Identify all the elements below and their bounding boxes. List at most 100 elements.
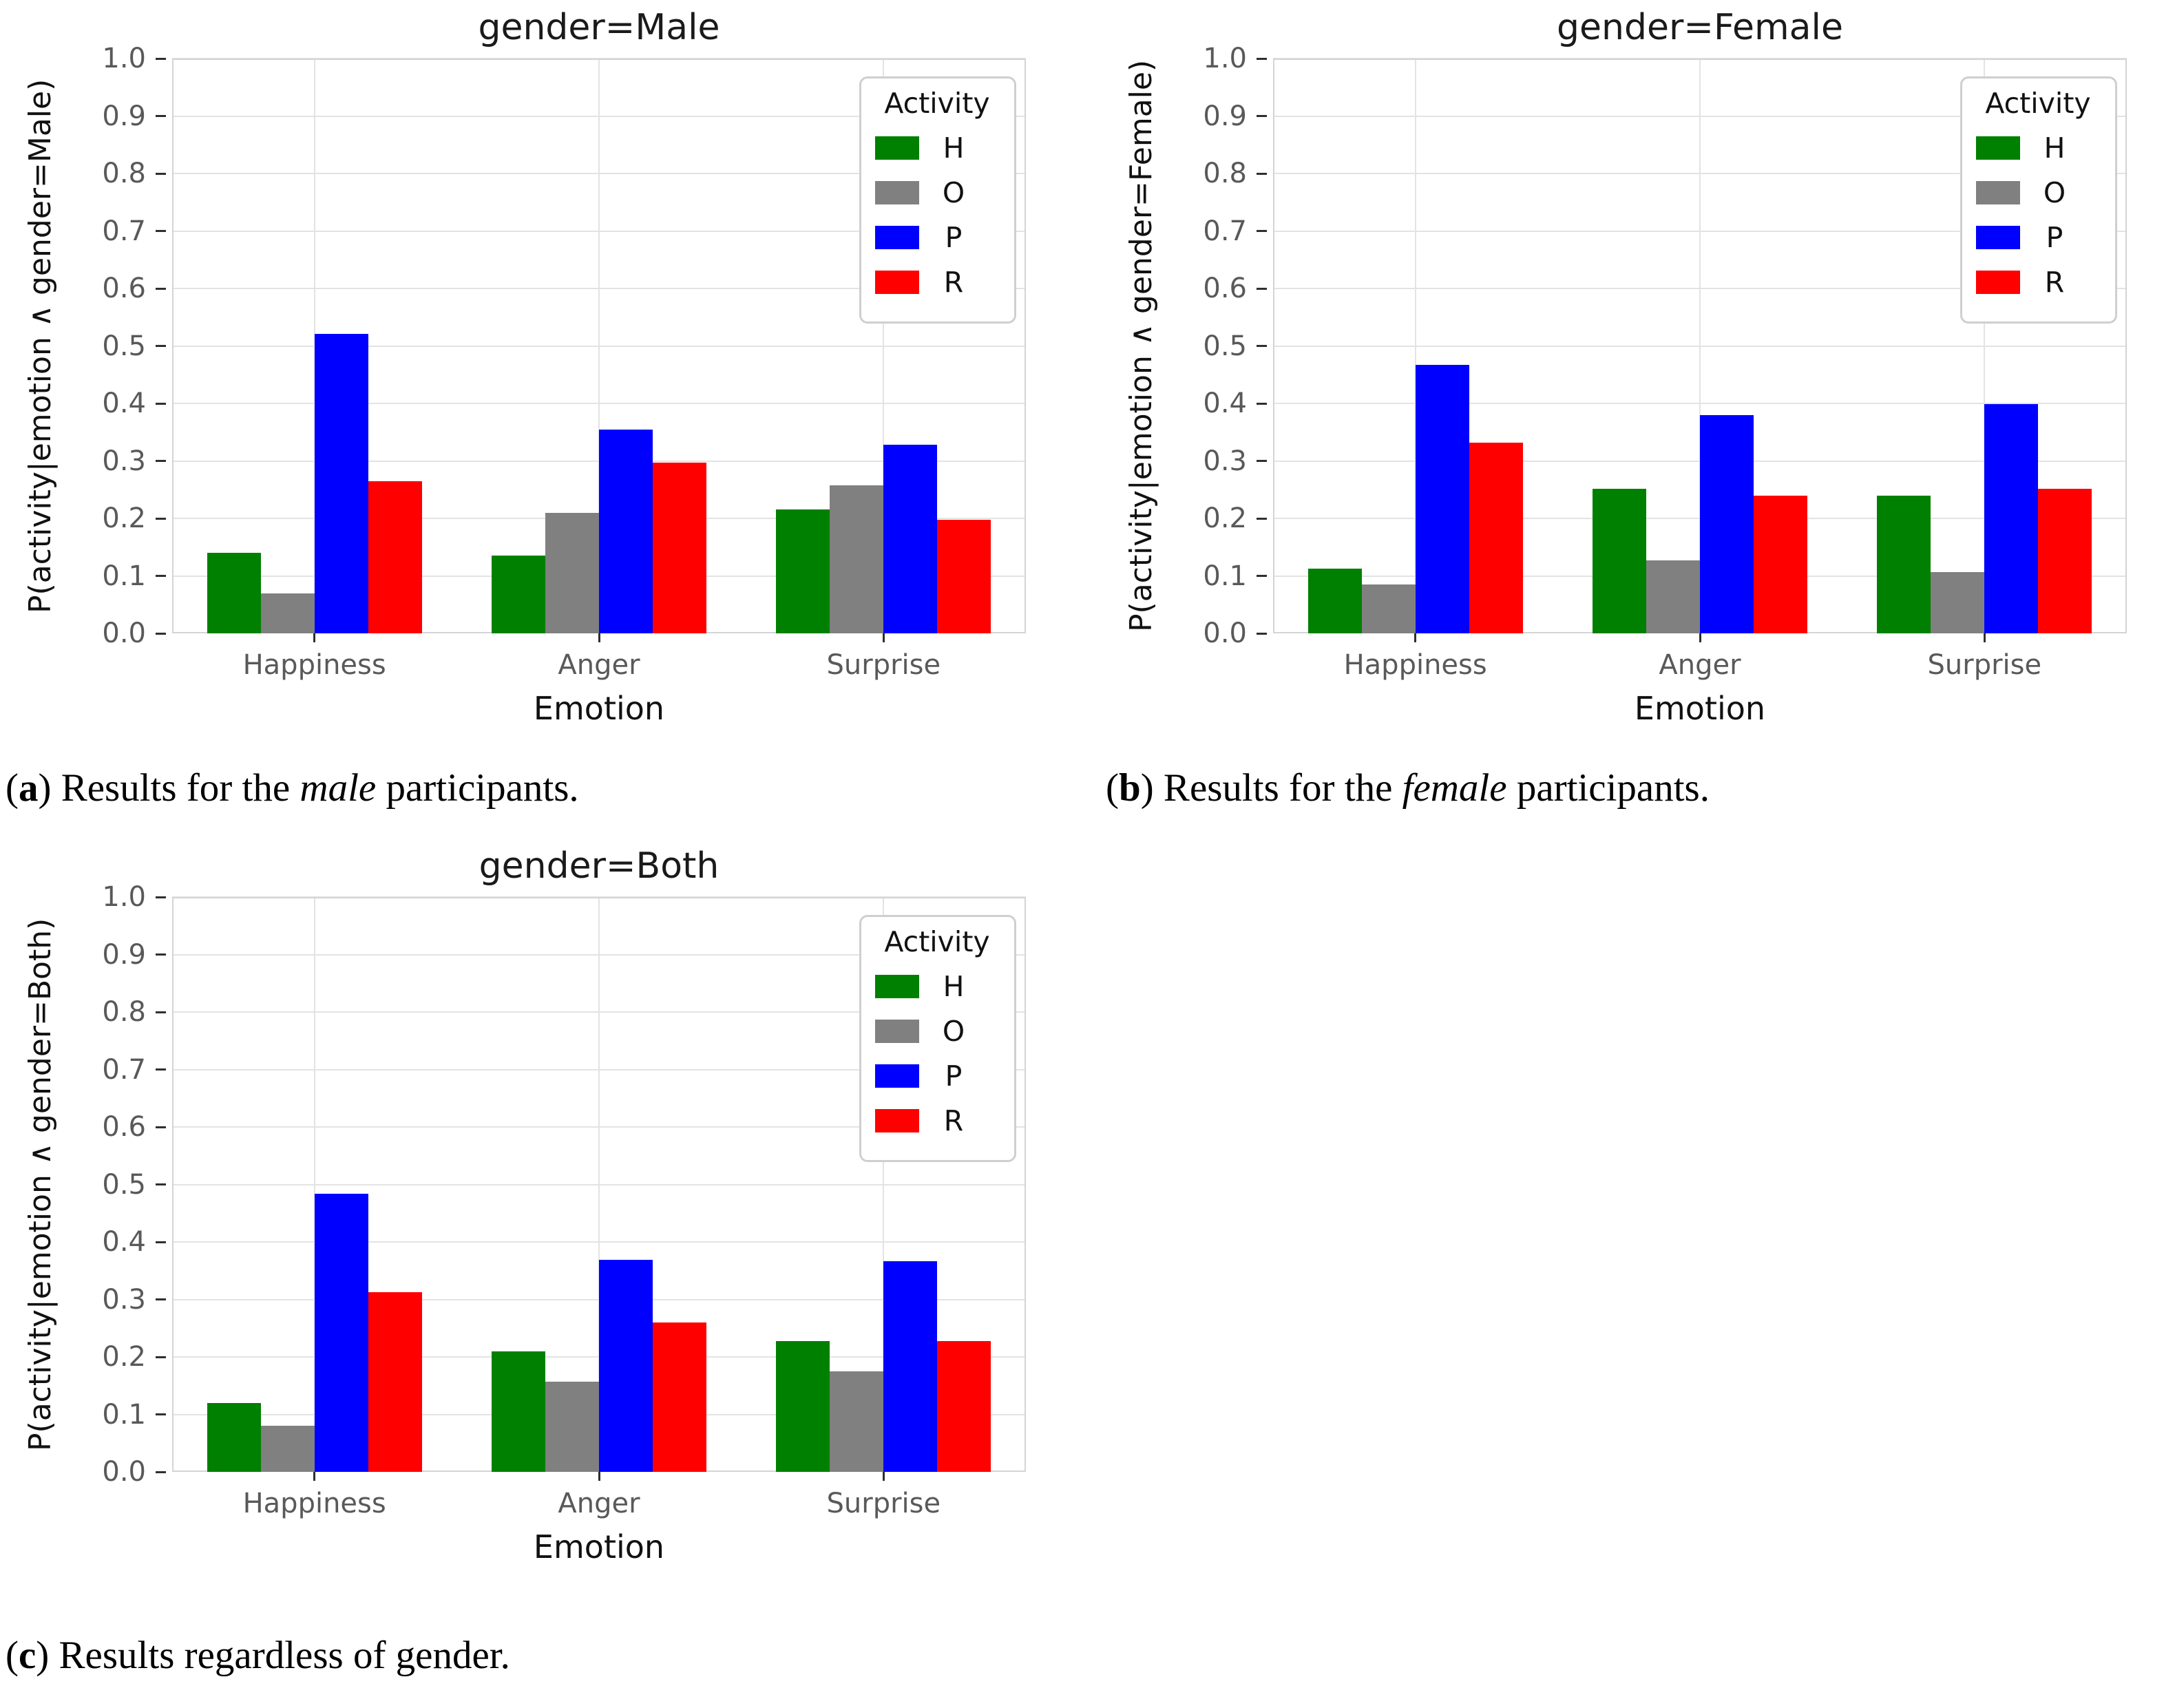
bar-P-Anger bbox=[599, 1259, 653, 1472]
caption-b: (b) Results for the female participants. bbox=[1106, 766, 1710, 810]
legend-title: Activity bbox=[1985, 87, 2091, 120]
x-tick-label: Surprise bbox=[826, 649, 941, 681]
y-tick bbox=[156, 57, 166, 60]
y-tick bbox=[156, 287, 166, 290]
y-tick-label: 0.0 bbox=[102, 618, 146, 649]
bar-H-Anger bbox=[492, 1351, 545, 1472]
x-tick-label: Surprise bbox=[1927, 649, 2042, 681]
y-tick-label: 0.9 bbox=[1203, 100, 1247, 132]
x-tick bbox=[1414, 633, 1417, 642]
bar-R-Surprise bbox=[937, 519, 991, 633]
caption-segment: b bbox=[1118, 766, 1141, 810]
x-tick-label: Surprise bbox=[826, 1488, 941, 1519]
bar-R-Anger bbox=[1754, 496, 1807, 633]
y-tick-label: 0.4 bbox=[102, 388, 146, 419]
x-tick-label: Happiness bbox=[1343, 649, 1487, 681]
x-tick bbox=[1699, 633, 1701, 642]
y-tick-label: 1.0 bbox=[1203, 43, 1247, 74]
x-axis-label: Emotion bbox=[1634, 690, 1766, 727]
x-axis-label: Emotion bbox=[533, 690, 665, 727]
bar-P-Happiness bbox=[1415, 365, 1469, 633]
caption-segment: participants. bbox=[1506, 766, 1710, 810]
legend-swatch-P bbox=[875, 1064, 919, 1088]
legend-item: H bbox=[875, 131, 999, 165]
y-tick bbox=[156, 1413, 166, 1415]
bar-R-Anger bbox=[653, 463, 706, 633]
y-tick-label: 0.9 bbox=[102, 100, 146, 132]
legend-label: P bbox=[2046, 221, 2063, 254]
y-tick-label: 0.1 bbox=[102, 560, 146, 592]
y-tick-label: 0.0 bbox=[102, 1456, 146, 1488]
legend-item: P bbox=[875, 221, 999, 254]
gridline-v bbox=[1414, 59, 1416, 633]
chart-title: gender=Both bbox=[479, 845, 719, 887]
y-tick-label: 0.9 bbox=[102, 938, 146, 971]
legend-label: R bbox=[2044, 266, 2065, 299]
chart-panel-both: gender=Both 0.0 0.1 0.2 0.3 0.4 0.5 0.6 0.7 0.8 0.… bbox=[0, 839, 1074, 1577]
y-tick-label: 0.8 bbox=[1203, 158, 1247, 189]
y-tick bbox=[156, 1183, 166, 1185]
y-tick bbox=[156, 1298, 166, 1300]
legend-swatch-R bbox=[875, 1109, 919, 1132]
legend-label: O bbox=[2043, 176, 2066, 209]
y-tick bbox=[156, 896, 166, 898]
bar-O-Surprise bbox=[1931, 572, 1985, 633]
bar-H-Surprise bbox=[776, 509, 830, 633]
y-tick-label: 0.5 bbox=[1203, 330, 1247, 362]
y-tick-label: 0.7 bbox=[1203, 215, 1247, 247]
y-tick bbox=[1257, 517, 1267, 520]
x-tick-label: Anger bbox=[558, 1488, 640, 1519]
legend-label: P bbox=[945, 221, 963, 254]
bar-O-Surprise bbox=[830, 1371, 884, 1472]
y-axis-label: P(activity|emotion ∧ gender=Female) bbox=[1124, 59, 1159, 633]
caption-segment: participants. bbox=[376, 766, 579, 810]
y-tick-label: 0.2 bbox=[102, 1341, 146, 1373]
chart-panel-male: gender=Male 0.0 0.1 0.2 0.3 0.4 0.5 0.6 0.7 0.8 0.… bbox=[0, 0, 1074, 738]
legend-swatch-O bbox=[875, 1020, 919, 1043]
legend-label: O bbox=[942, 1015, 965, 1048]
bar-O-Anger bbox=[545, 1381, 599, 1472]
legend-item: P bbox=[875, 1059, 999, 1093]
y-tick bbox=[156, 460, 166, 462]
y-tick bbox=[1257, 575, 1267, 577]
x-tick bbox=[598, 1472, 600, 1481]
y-tick bbox=[156, 517, 166, 520]
caption-segment: ) Results for the bbox=[38, 766, 300, 810]
y-axis-label: P(activity|emotion ∧ gender=Both) bbox=[23, 918, 58, 1451]
legend-swatch-O bbox=[875, 181, 919, 204]
bar-P-Surprise bbox=[1984, 403, 2039, 633]
legend-label: R bbox=[943, 1104, 964, 1137]
bar-P-Happiness bbox=[314, 333, 368, 633]
caption-segment: ( bbox=[6, 766, 19, 810]
bar-O-Happiness bbox=[260, 1426, 315, 1472]
bar-R-Anger bbox=[653, 1322, 706, 1472]
y-tick bbox=[1257, 402, 1267, 405]
legend-title: Activity bbox=[884, 87, 990, 120]
x-tick-label: Happiness bbox=[242, 1488, 386, 1519]
legend-label: O bbox=[942, 176, 965, 209]
legend-swatch-R bbox=[875, 271, 919, 294]
gridline-v bbox=[1984, 59, 1986, 633]
legend-item: O bbox=[875, 1015, 999, 1048]
bar-H-Happiness bbox=[1307, 569, 1362, 633]
x-tick bbox=[598, 633, 600, 642]
chart-title: gender=Male bbox=[478, 7, 720, 48]
x-tick bbox=[313, 633, 316, 642]
legend-item: H bbox=[875, 970, 999, 1003]
bar-H-Anger bbox=[492, 556, 545, 633]
y-tick bbox=[156, 953, 166, 956]
bar-H-Anger bbox=[1593, 489, 1646, 633]
legend: Activity H O P R bbox=[1960, 76, 2117, 324]
legend-item: R bbox=[1976, 266, 2100, 299]
bar-O-Happiness bbox=[260, 593, 315, 633]
y-tick-label: 0.6 bbox=[1203, 273, 1247, 304]
y-tick bbox=[156, 345, 166, 347]
y-tick bbox=[156, 1126, 166, 1128]
bar-H-Happiness bbox=[207, 553, 261, 633]
bar-P-Anger bbox=[599, 430, 653, 633]
y-tick-label: 0.6 bbox=[102, 273, 146, 304]
bar-R-Happiness bbox=[1469, 442, 1523, 633]
x-tick-label: Anger bbox=[558, 649, 640, 681]
x-tick-label: Anger bbox=[1659, 649, 1741, 681]
